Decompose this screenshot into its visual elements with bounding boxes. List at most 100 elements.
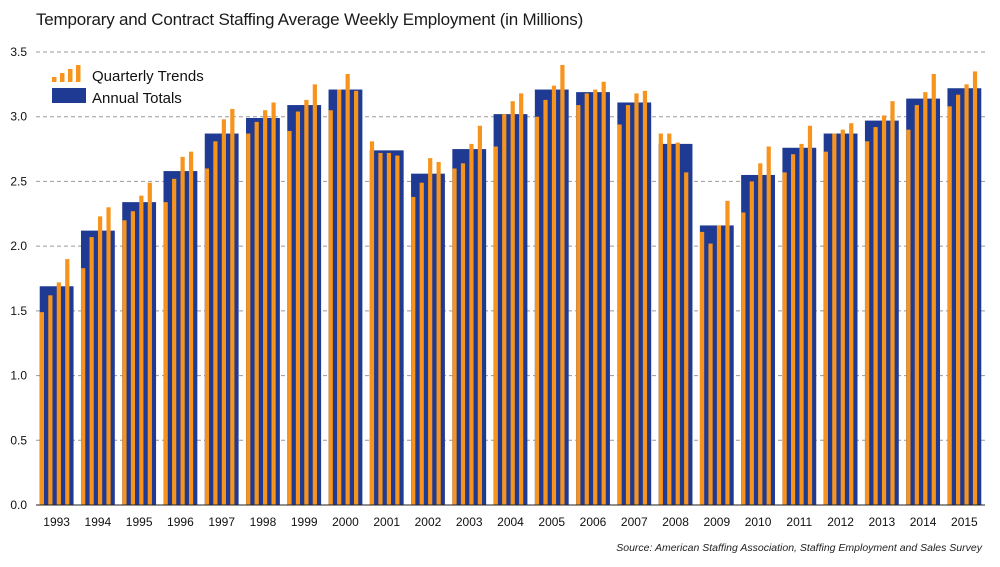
quarterly-bar — [81, 268, 86, 505]
quarterly-bar — [560, 64, 565, 505]
quarterly-bar — [923, 92, 928, 505]
x-tick-label: 2008 — [662, 515, 689, 529]
quarterly-bar — [601, 81, 606, 506]
x-tick-label: 1994 — [85, 515, 112, 529]
quarterly-bar — [716, 225, 722, 506]
quarterly-bar — [972, 71, 978, 506]
quarterly-bar — [304, 99, 309, 505]
quarterly-bar — [873, 127, 878, 505]
quarterly-bar — [172, 178, 177, 505]
x-tick-label: 1997 — [208, 515, 235, 529]
quarterly-bar — [106, 207, 111, 506]
quarterly-bar — [419, 182, 424, 506]
quarterly-bar — [469, 143, 474, 505]
quarterly-bar — [56, 282, 61, 505]
legend-quarterly-swatch — [76, 65, 81, 82]
x-tick-label: 1999 — [291, 515, 318, 529]
quarterly-bar — [832, 133, 837, 506]
quarterly-bar — [147, 182, 152, 506]
quarterly-bar — [428, 158, 433, 506]
quarterly-bar — [163, 202, 168, 505]
quarterly-bar — [139, 195, 144, 505]
legend-quarterly-swatch — [60, 73, 65, 82]
quarterly-bar — [617, 124, 622, 505]
x-tick-label: 2002 — [415, 515, 442, 529]
quarterly-bar — [576, 105, 581, 506]
x-tick-label: 2013 — [868, 515, 895, 529]
source-note: Source: American Staffing Association, S… — [616, 542, 982, 554]
legend-quarterly-swatch — [52, 77, 57, 82]
quarterly-bar — [39, 312, 45, 505]
quarterly-bar — [65, 259, 70, 505]
y-tick-label: 0.5 — [10, 433, 27, 447]
x-tick-label: 2014 — [910, 515, 937, 529]
quarterly-bar — [543, 99, 548, 505]
quarterly-bar — [766, 146, 771, 506]
quarterly-bar — [436, 162, 441, 505]
quarterly-bar — [263, 110, 268, 505]
quarterly-bar — [221, 119, 226, 505]
quarterly-bar — [460, 163, 466, 505]
quarterly-bar — [204, 168, 210, 505]
quarterly-bar — [964, 84, 969, 505]
quarterly-bar — [493, 146, 498, 506]
quarterly-bar — [865, 141, 870, 505]
quarterly-bar — [684, 172, 689, 505]
quarterly-bar — [840, 129, 845, 505]
x-tick-label: 2010 — [745, 515, 772, 529]
quarterly-bar — [725, 200, 730, 506]
quarterly-bar — [881, 115, 887, 506]
quarterly-bar — [593, 89, 598, 505]
x-tick-label: 2015 — [951, 515, 978, 529]
axes: 0.0 0.5 1.0 1.5 2.0 2.5 3.0 3.5 1993 1994 1995 1996… — [10, 45, 985, 529]
quarterly-bar — [130, 211, 135, 505]
quarterly-bar — [213, 141, 218, 505]
quarterly-bar — [519, 93, 524, 505]
legend-annual-swatch — [52, 88, 86, 103]
quarterly-bar — [287, 130, 292, 506]
y-tick-label: 1.5 — [10, 304, 27, 318]
quarterly-bar — [708, 243, 713, 505]
quarterly-bar — [246, 133, 251, 506]
x-tick-label: 2004 — [497, 515, 524, 529]
quarterly-bar — [625, 105, 631, 506]
quarterly-bar — [395, 155, 400, 506]
quarterly-bar — [369, 141, 375, 505]
quarterly-bar — [230, 108, 235, 505]
legend-quarterly-label: Quarterly Trends — [92, 68, 204, 85]
y-tick-label: 2.5 — [10, 174, 27, 188]
bars — [39, 64, 982, 506]
x-tick-label: 2012 — [827, 515, 854, 529]
quarterly-bar — [97, 216, 103, 506]
quarterly-bar — [890, 101, 895, 505]
y-tick-label: 2.0 — [10, 239, 27, 253]
quarterly-bar — [271, 102, 276, 505]
quarterly-bar — [823, 151, 828, 505]
y-tick-label: 3.0 — [10, 110, 27, 124]
quarterly-bar — [642, 90, 648, 505]
quarterly-bar — [947, 106, 952, 506]
quarterly-bar — [956, 94, 961, 505]
x-tick-label: 1993 — [43, 515, 70, 529]
quarterly-bar — [675, 142, 680, 505]
quarterly-bar — [477, 125, 482, 505]
x-tick-label: 2006 — [580, 515, 607, 529]
quarterly-bar — [906, 129, 911, 505]
x-tick-label: 2001 — [373, 515, 400, 529]
quarterly-bar — [89, 237, 94, 505]
x-tick-label: 2000 — [332, 515, 359, 529]
quarterly-bar — [782, 172, 787, 505]
chart-title: Temporary and Contract Staffing Average … — [36, 10, 584, 29]
quarterly-bar — [658, 133, 663, 506]
quarterly-bar — [295, 111, 301, 505]
x-tick-label: 1996 — [167, 515, 194, 529]
quarterly-bar — [741, 212, 746, 505]
quarterly-bar — [584, 93, 589, 505]
quarterly-bar — [551, 85, 557, 505]
quarterly-bar — [790, 154, 796, 505]
x-tick-label: 1998 — [250, 515, 277, 529]
quarterly-bar — [849, 123, 854, 505]
quarterly-bar — [254, 121, 259, 506]
x-tick-label: 2007 — [621, 515, 648, 529]
